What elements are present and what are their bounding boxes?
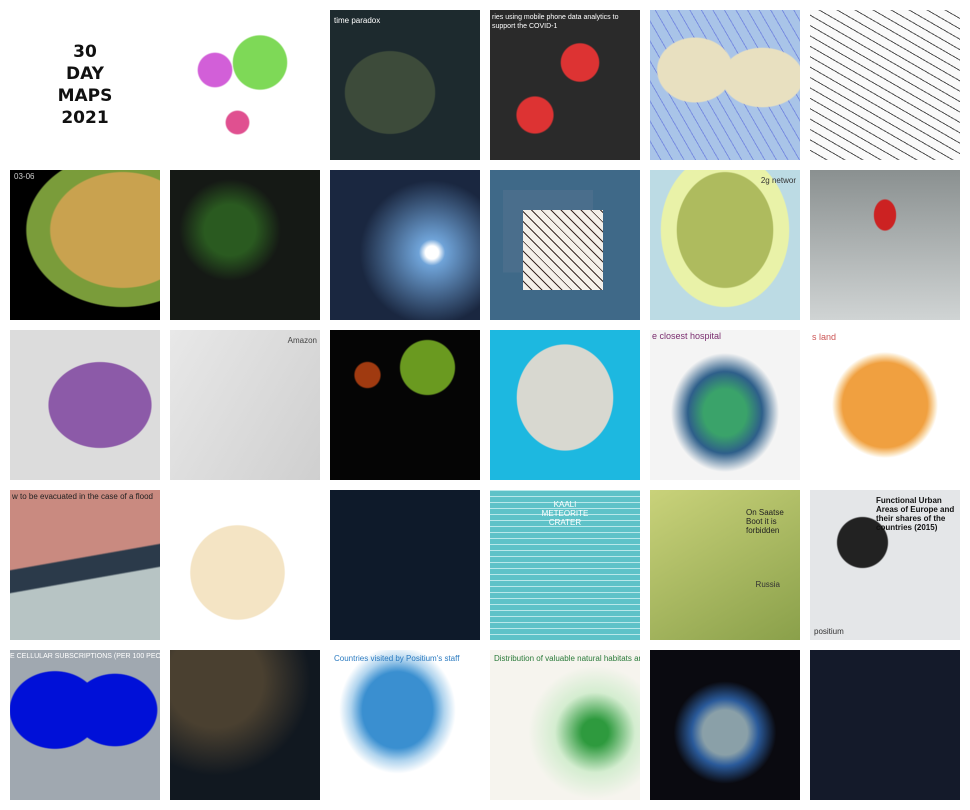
caption: ries using mobile phone data analytics t…	[492, 14, 619, 30]
map-thumbnail[interactable]	[170, 10, 320, 160]
map-thumbnail[interactable]: ries using mobile phone data analytics t…	[490, 10, 640, 160]
map-gallery: 30 DAY MAPS 2021 time paradox ries using…	[10, 10, 960, 800]
caption: KAALI METEORITE CRATER	[541, 500, 589, 527]
caption: Functional Urban Areas of Europe and the…	[876, 496, 955, 532]
map-thumbnail[interactable]: Amazon	[170, 330, 320, 480]
map-thumbnail[interactable]	[10, 330, 160, 480]
map-thumbnail[interactable]	[170, 170, 320, 320]
map-thumbnail[interactable]	[650, 10, 800, 160]
map-thumbnail[interactable]	[330, 170, 480, 320]
title-line: 30	[73, 42, 97, 62]
map-thumbnail[interactable]: E CELLULAR SUBSCRIPTIONS (PER 100 PEOPLE…	[10, 650, 160, 800]
title-line: 2021	[61, 108, 109, 128]
title-line: MAPS	[57, 86, 113, 106]
map-thumbnail[interactable]	[170, 490, 320, 640]
map-thumbnail[interactable]	[490, 330, 640, 480]
caption: Amazon	[287, 336, 317, 345]
caption: time paradox	[334, 16, 381, 25]
caption: Distribution of valuable natural habitat…	[494, 654, 640, 663]
caption: e closest hospital	[652, 331, 722, 341]
caption: E CELLULAR SUBSCRIPTIONS (PER 100 PEOPLE…	[10, 653, 160, 660]
map-thumbnail[interactable]: e closest hospital	[650, 330, 800, 480]
map-thumbnail[interactable]: KAALI METEORITE CRATER	[490, 490, 640, 640]
caption: Countries visited by Positium's staff	[334, 654, 460, 663]
caption: s land	[812, 332, 837, 342]
map-thumbnail[interactable]: s land	[810, 330, 960, 480]
map-thumbnail[interactable]	[330, 490, 480, 640]
caption: On Saatse Boot it is forbidden	[746, 508, 784, 535]
map-thumbnail[interactable]	[810, 650, 960, 800]
map-thumbnail[interactable]: time paradox	[330, 10, 480, 160]
map-thumbnail[interactable]: Distribution of valuable natural habitat…	[490, 650, 640, 800]
title-cell: 30 DAY MAPS 2021	[10, 10, 160, 160]
caption: 2g networ	[760, 176, 796, 185]
caption: Russia	[755, 580, 780, 589]
caption: 03-06	[14, 172, 35, 181]
map-thumbnail[interactable]	[650, 650, 800, 800]
caption: w to be evacuated in the case of a flood	[12, 492, 153, 501]
map-thumbnail[interactable]: 03-06	[10, 170, 160, 320]
map-thumbnail[interactable]: On Saatse Boot it is forbidden Russia	[650, 490, 800, 640]
map-thumbnail[interactable]	[330, 330, 480, 480]
map-thumbnail[interactable]: 2g networ	[650, 170, 800, 320]
title-line: DAY	[66, 64, 104, 84]
map-thumbnail[interactable]	[810, 170, 960, 320]
map-thumbnail[interactable]: Countries visited by Positium's staff	[330, 650, 480, 800]
map-thumbnail[interactable]	[810, 10, 960, 160]
map-thumbnail[interactable]	[170, 650, 320, 800]
map-thumbnail[interactable]: Functional Urban Areas of Europe and the…	[810, 490, 960, 640]
map-thumbnail[interactable]: w to be evacuated in the case of a flood	[10, 490, 160, 640]
map-thumbnail[interactable]	[490, 170, 640, 320]
caption: positium	[814, 627, 844, 636]
